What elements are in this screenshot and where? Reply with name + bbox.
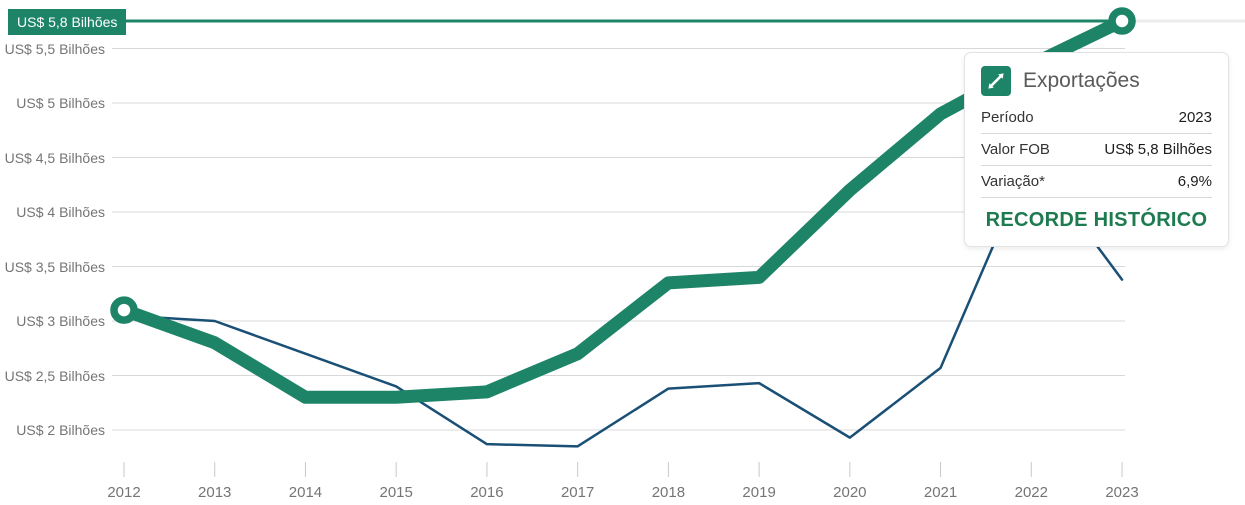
tooltip-row-periodo: Período 2023 (981, 102, 1212, 134)
record-value-badge: US$ 5,8 Bilhões (8, 9, 127, 35)
tooltip-row-variacao: Variação* 6,9% (981, 166, 1212, 198)
x-axis-label: 2014 (288, 484, 323, 501)
tooltip-row-valor-fob: Valor FOB US$ 5,8 Bilhões (981, 134, 1212, 166)
tooltip-row-value: 6,9% (1177, 173, 1212, 190)
x-axis-label: 2021 (923, 484, 958, 501)
tooltip-header: Exportações (981, 66, 1212, 96)
tooltip-row-label: Variação* (981, 173, 1045, 190)
y-axis-label: US$ 2 Bilhões (16, 422, 105, 438)
series-line-secondary[interactable] (122, 156, 1124, 448)
endpoint-marker[interactable] (110, 296, 138, 324)
y-axis-label: US$ 4 Bilhões (16, 204, 105, 220)
x-axis-label: 2022 (1014, 484, 1048, 501)
x-axis-label: 2015 (379, 484, 413, 501)
x-axis-label: 2013 (198, 484, 232, 501)
y-axis-label: US$ 3 Bilhões (16, 313, 105, 329)
x-axis-label: 2018 (651, 484, 686, 501)
x-axis-label: 2023 (1105, 484, 1139, 501)
record-note: RECORDE HISTÓRICO (985, 209, 1208, 231)
y-axis-label: US$ 5,5 Bilhões (4, 40, 105, 57)
y-axis-label: US$ 5 Bilhões (16, 95, 105, 111)
tooltip-row-value: 2023 (1178, 109, 1212, 126)
y-axis-label: US$ 3,5 Bilhões (4, 258, 105, 275)
x-axis-label: 2017 (560, 484, 595, 501)
tooltip-row-value: US$ 5,8 Bilhões (1104, 141, 1212, 158)
y-axis-label: US$ 4,5 Bilhões (4, 149, 105, 166)
endpoint-marker[interactable] (1108, 7, 1136, 35)
tooltip: Exportações Período 2023 Valor FOB US$ 5… (964, 52, 1229, 247)
expand-arrows-icon (981, 66, 1011, 96)
series-line-exportacoes[interactable] (117, 14, 1129, 404)
x-axis-label: 2012 (107, 484, 141, 501)
x-axis-label: 2020 (833, 484, 867, 501)
tooltip-title: Exportações (1023, 69, 1140, 92)
tooltip-row-label: Período (981, 109, 1034, 126)
x-axis-label: 2019 (742, 484, 776, 501)
y-axis-label: US$ 2,5 Bilhões (4, 367, 105, 384)
tooltip-row-label: Valor FOB (981, 141, 1050, 158)
x-axis-label: 2016 (470, 484, 504, 501)
